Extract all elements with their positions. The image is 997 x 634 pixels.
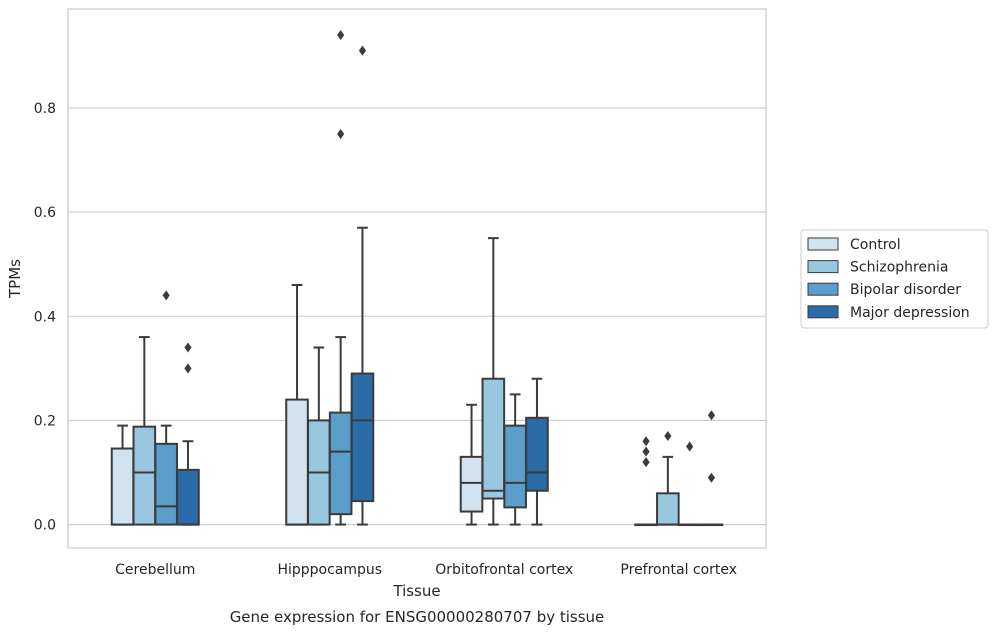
legend-item: Major depression <box>807 305 970 321</box>
box-iqr <box>110 447 135 526</box>
box-group <box>176 342 200 526</box>
outlier-point <box>337 128 345 139</box>
legend-frame <box>800 229 989 329</box>
box-group <box>459 403 484 526</box>
y-axis-label: TPMs <box>6 259 24 299</box>
outlier-point <box>162 290 170 301</box>
legend-item: Schizophrenia <box>807 260 948 276</box>
outlier-point <box>337 30 345 41</box>
box-iqr <box>459 455 484 513</box>
legend-label: Control <box>850 237 901 253</box>
box-iqr <box>525 416 549 492</box>
box-group <box>110 424 135 526</box>
legend-label: Schizophrenia <box>850 260 948 276</box>
box-group <box>154 290 178 526</box>
outlier-point <box>664 431 672 442</box>
box-group <box>481 237 506 526</box>
box-iqr <box>176 468 200 526</box>
box-group <box>634 436 658 527</box>
legend: Control Schizophrenia Bipolar disorder Majo… <box>800 229 989 329</box>
box-group <box>350 45 375 526</box>
outlier-point <box>642 446 650 457</box>
box-groups <box>110 30 724 527</box>
box-group <box>677 441 702 527</box>
y-tick-label: 0.4 <box>34 309 56 325</box>
box-iqr <box>154 442 178 526</box>
box-iqr <box>132 425 157 526</box>
legend-item: Bipolar disorder <box>807 282 961 298</box>
box-iqr <box>656 492 680 526</box>
x-tick-label: Orbitofrontal cortex <box>435 562 573 578</box>
outlier-point <box>184 342 192 353</box>
box-group <box>525 377 549 526</box>
outlier-point <box>686 441 694 452</box>
box-iqr <box>350 372 375 503</box>
outlier-point <box>707 410 716 421</box>
x-tick-labels: Cerebellum Hipppocampus Orbitofrontal cort… <box>115 562 737 578</box>
box-iqr <box>503 424 527 509</box>
box-group <box>656 431 680 526</box>
plot-frame <box>67 8 767 549</box>
x-tick-label: Prefrontal cortex <box>620 562 737 578</box>
x-tick-label: Cerebellum <box>115 562 195 578</box>
y-tick-label: 0.2 <box>34 413 56 429</box>
box-group <box>285 284 309 526</box>
chart-caption: Gene expression for ENSG00000280707 by t… <box>230 608 605 626</box>
box-group <box>328 30 353 526</box>
x-axis-label: Tissue <box>392 582 440 600</box>
box-group <box>503 393 527 526</box>
y-tick-labels: 0.0 0.2 0.4 0.6 0.8 <box>34 101 56 534</box>
outlier-point <box>358 45 367 56</box>
box-iqr <box>285 398 309 526</box>
legend-swatch <box>807 282 839 296</box>
legend-swatch <box>807 305 839 319</box>
y-tick-label: 0.0 <box>34 518 56 534</box>
legend-swatch <box>807 260 839 274</box>
box-group <box>699 410 724 527</box>
legend-swatch <box>807 237 839 251</box>
x-tick-label: Hipppocampus <box>277 562 382 578</box>
y-tick-label: 0.6 <box>34 205 56 221</box>
outlier-point <box>642 457 650 468</box>
legend-label: Bipolar disorder <box>850 282 961 298</box>
outlier-point <box>184 363 192 374</box>
y-tick-label: 0.8 <box>34 101 56 117</box>
box-group <box>132 336 157 526</box>
box-iqr <box>481 377 506 500</box>
legend-label: Major depression <box>850 305 970 321</box>
box-group <box>307 346 331 526</box>
outlier-point <box>707 472 716 483</box>
box-iqr <box>328 411 353 516</box>
outlier-point <box>642 436 650 447</box>
legend-item: Control <box>807 237 901 253</box>
